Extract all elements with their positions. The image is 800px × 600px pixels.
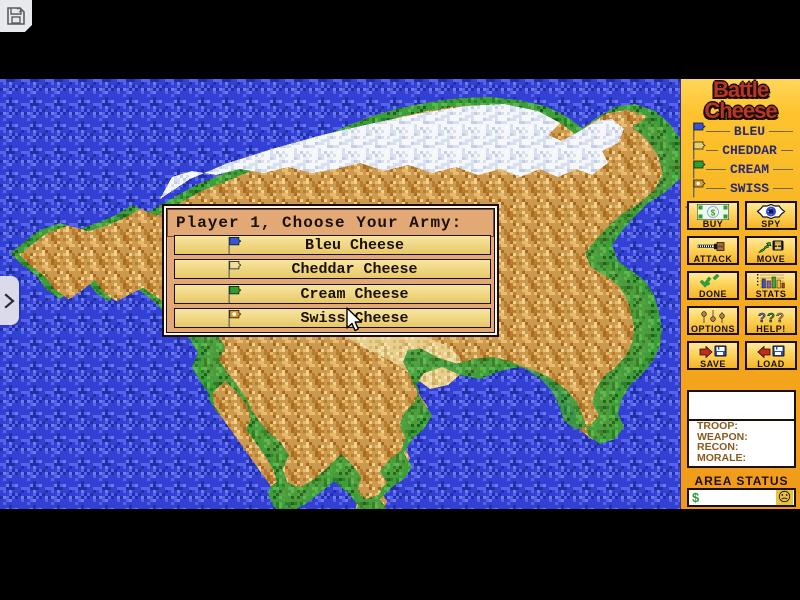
svg-text:?: ? [767, 310, 775, 325]
svg-text:$: $ [711, 208, 716, 217]
svg-text:?: ? [776, 310, 784, 325]
svg-text:?: ? [758, 310, 766, 325]
